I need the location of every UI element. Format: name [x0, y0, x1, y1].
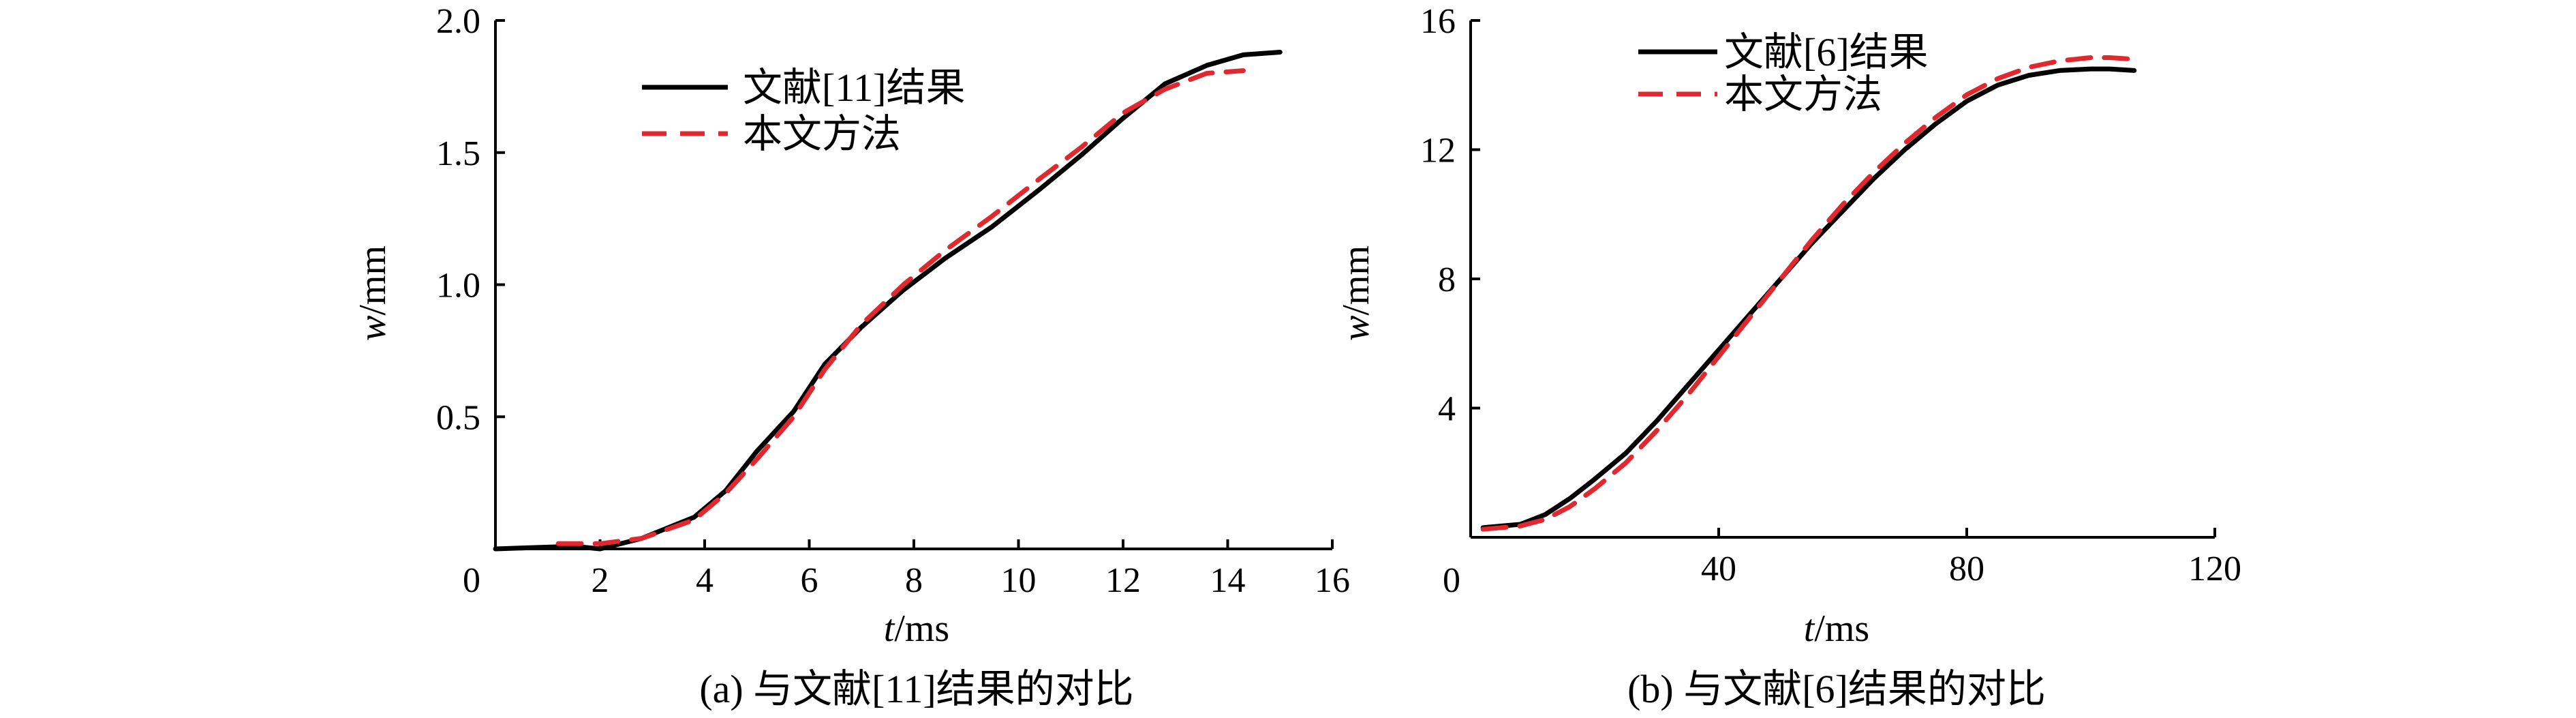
chart-b-x-tick-label: 120: [2188, 550, 2241, 588]
chart-b-legend-label-2: 本文方法: [1724, 72, 1882, 117]
chart-a-legend-label-1: 文献[11]结果: [743, 65, 965, 110]
chart-b-origin-label: 0: [1443, 561, 1460, 600]
chart-b-y-tick-label: 4: [1438, 390, 1456, 429]
chart-a-y-axis-label: w/mm: [352, 245, 394, 341]
chart-b-x-tick-label: 80: [1949, 550, 1984, 588]
chart-a-y-ticks: 0.5 1.0 1.5 2.0: [436, 2, 505, 437]
chart-a-x-tick-label: 8: [905, 561, 923, 600]
chart-b-x-axis-label: t/ms: [1804, 608, 1869, 650]
chart-a-x-tick-label: 6: [801, 561, 818, 600]
chart-b-x-ticks: 40 80 120: [1701, 528, 2241, 588]
chart-a-y-tick-label: 0.5: [436, 398, 480, 437]
chart-a-y-tick-label: 1.0: [436, 267, 480, 305]
chart-a-caption: (a) 与文献[11]结果的对比: [699, 667, 1133, 711]
chart-b-x-tick-label: 40: [1701, 550, 1736, 588]
chart-a-origin-label: 0: [463, 561, 480, 600]
chart-a-x-ticks: 2 4 6 8 10 12 14 16: [592, 539, 1350, 600]
chart-a-series: [493, 50, 1283, 552]
chart-b-legend-label-1: 文献[6]结果: [1724, 30, 1929, 74]
chart-a-x-axis-label: t/ms: [884, 608, 949, 650]
chart-a-x-tick-label: 10: [1001, 561, 1037, 600]
chart-a-x-tick-label: 4: [696, 561, 714, 600]
chart-a-series-line-dashed: [555, 68, 1246, 546]
chart-b-y-tick-label: 16: [1420, 2, 1456, 41]
chart-b-series-line-dashed: [1480, 55, 2137, 532]
chart-b-series: [1480, 55, 2137, 532]
chart-b-legend: 文献[6]结果 本文方法: [1638, 30, 1929, 117]
chart-b-series-line-solid: [1480, 66, 2137, 530]
chart-b-y-tick-label: 12: [1420, 132, 1456, 170]
chart-b-caption: (b) 与文献[6]结果的对比: [1627, 667, 2046, 711]
chart-a-legend-label-2: 本文方法: [743, 112, 901, 156]
chart-a-y-tick-label: 2.0: [436, 2, 480, 41]
chart-b-y-axis-label: w/mm: [1335, 245, 1377, 341]
chart-a-x-tick-label: 2: [592, 561, 609, 600]
chart-a-x-tick-label: 14: [1210, 561, 1246, 600]
chart-a: 2 4 6 8 10 12 14 16 0.5 1.0 1.5 2.0 0 文献[11]结果 本文方…: [352, 2, 1350, 711]
chart-b-y-tick-label: 8: [1438, 260, 1456, 299]
chart-a-y-tick-label: 1.5: [436, 134, 480, 173]
chart-a-x-tick-label: 16: [1315, 561, 1350, 600]
chart-a-legend: 文献[11]结果 本文方法: [642, 65, 965, 156]
chart-b-y-ticks: 4 8 12 16: [1420, 2, 1480, 429]
chart-a-x-tick-label: 12: [1105, 561, 1141, 600]
